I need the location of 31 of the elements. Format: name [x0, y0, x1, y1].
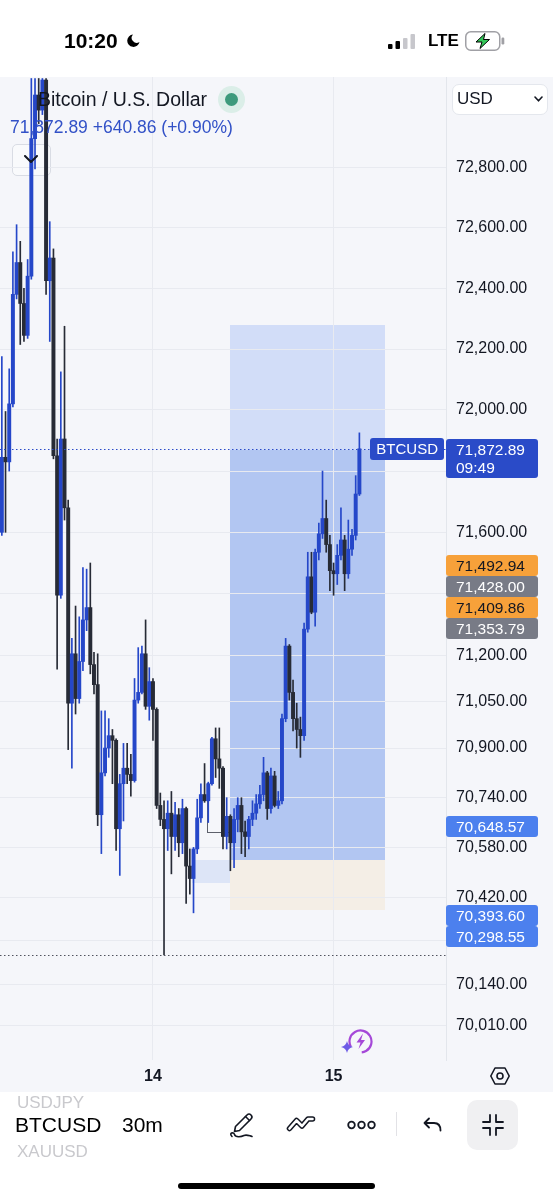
text: 71,353.79 — [446, 617, 538, 639]
text: 70,393.60 — [446, 905, 538, 926]
y-tick-label: 71,050.00 — [456, 692, 528, 710]
y-tick-label: 70,740.00 — [456, 788, 528, 806]
text: 71,409.86 — [446, 596, 538, 618]
y-tick-label: 72,800.00 — [456, 157, 528, 175]
y-tick-label: 70,580.00 — [456, 837, 528, 855]
y-tick-label: 71,600.00 — [456, 522, 528, 540]
text: 30m — [122, 1113, 163, 1138]
y-tick-label: 70,900.00 — [456, 738, 528, 756]
y-tick-label: 70,010.00 — [456, 1015, 528, 1033]
y-tick-label: 72,400.00 — [456, 278, 528, 296]
y-tick-label: 71,200.00 — [456, 645, 528, 663]
text: 10:20 — [64, 29, 118, 54]
x-tick-label: 14 — [144, 1067, 162, 1085]
text: 71,872.89 — [446, 438, 538, 460]
text: 09:49 — [446, 458, 538, 478]
y-tick-label: 72,200.00 — [456, 339, 528, 357]
text: 70,298.55 — [446, 926, 538, 947]
y-tick-label: 70,420.00 — [456, 887, 528, 905]
y-tick-label: 72,000.00 — [456, 400, 528, 418]
text: LTE — [428, 31, 459, 51]
y-tick-label: 70,140.00 — [456, 975, 528, 993]
ref-line-label: BTCUSD — [370, 437, 444, 460]
text: BTCUSD — [15, 1113, 102, 1138]
text: USD — [457, 89, 493, 109]
y-tick-label: 72,600.00 — [456, 218, 528, 236]
x-tick-label: 15 — [324, 1067, 343, 1085]
text: 71,428.00 — [446, 575, 538, 597]
text: 70,648.57 — [446, 815, 538, 837]
text: 71,492.94 — [446, 554, 538, 576]
